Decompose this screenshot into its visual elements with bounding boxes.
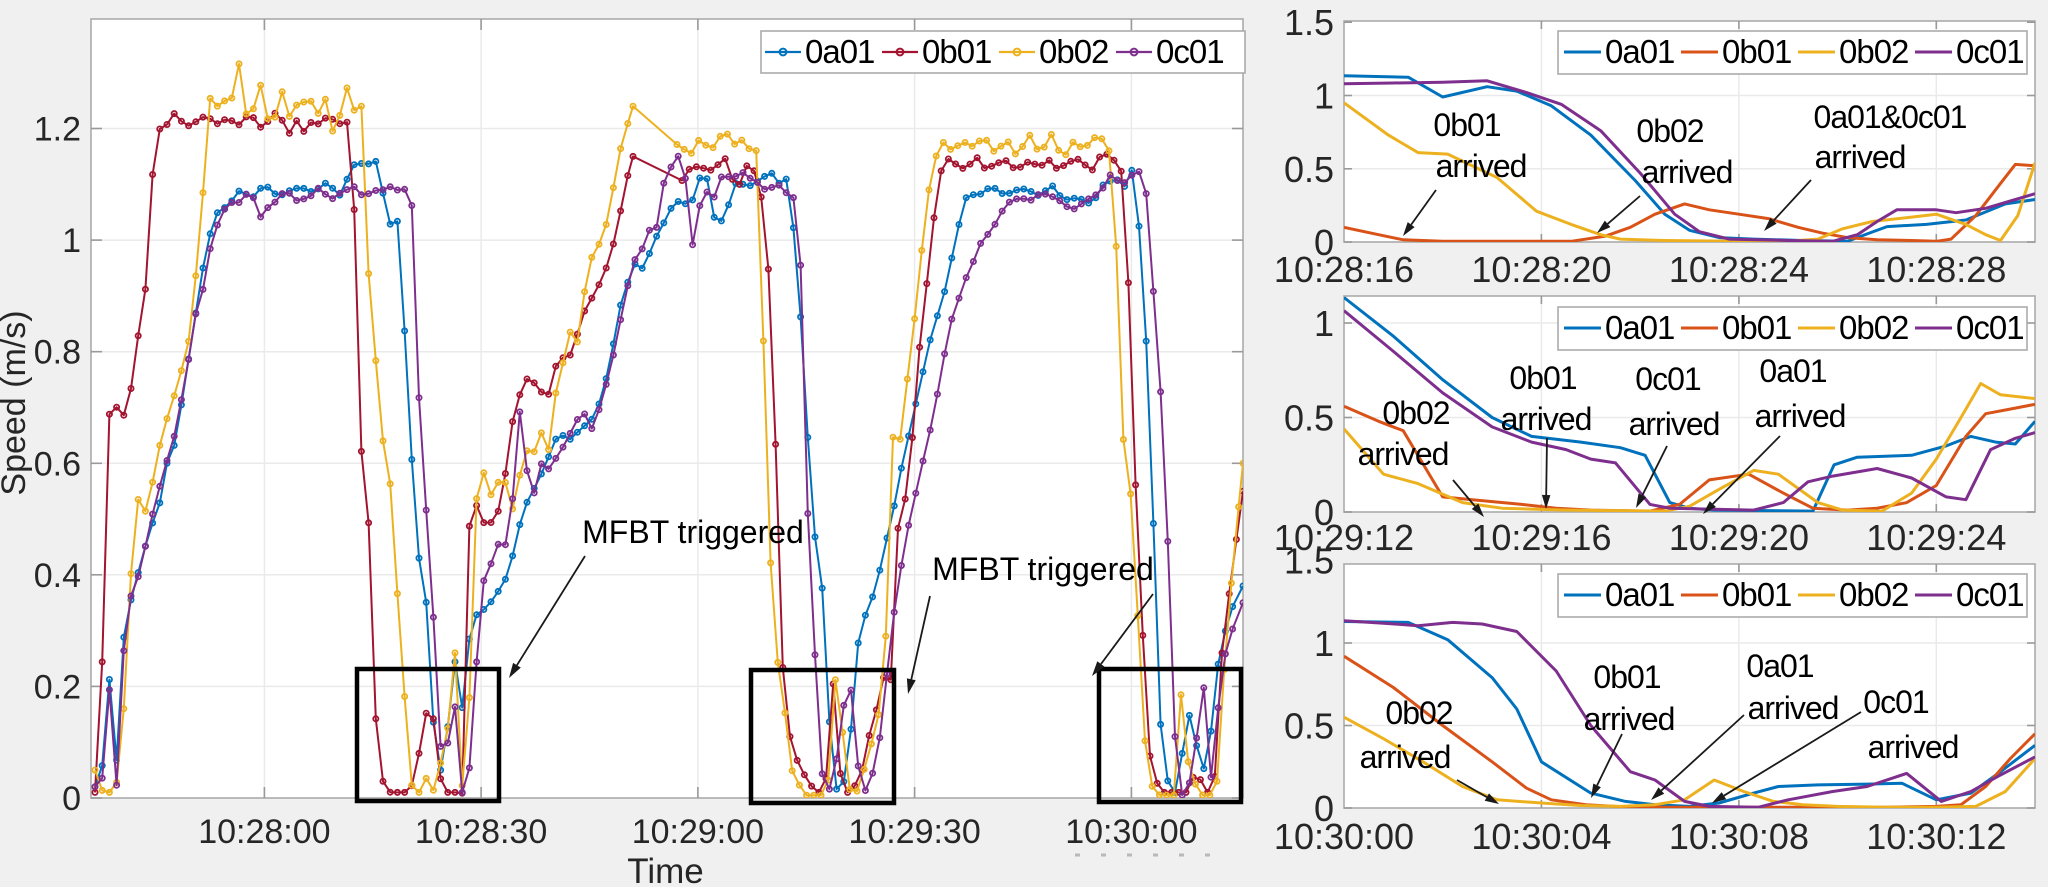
svg-text:arrived: arrived [1642, 154, 1733, 190]
svg-text:10:29:24: 10:29:24 [1866, 517, 2006, 558]
svg-text:0a01: 0a01 [1605, 33, 1674, 70]
svg-text:Time: Time [627, 852, 703, 887]
svg-text:arrived: arrived [1584, 701, 1675, 737]
svg-text:arrived: arrived [1501, 401, 1592, 437]
svg-text:10:29:16: 10:29:16 [1471, 517, 1611, 558]
svg-text:10:29:30: 10:29:30 [848, 813, 980, 851]
svg-text:0b01: 0b01 [1433, 107, 1500, 143]
svg-text:10:28:30: 10:28:30 [415, 813, 547, 851]
svg-text:10:30:12: 10:30:12 [1866, 816, 2006, 857]
svg-text:0b01: 0b01 [922, 33, 991, 70]
svg-text:10:30:00: 10:30:00 [1065, 813, 1197, 851]
svg-text:0b01: 0b01 [1593, 659, 1660, 695]
svg-text:0b01: 0b01 [1722, 33, 1791, 70]
svg-text:1.2: 1.2 [34, 111, 81, 149]
svg-text:10:30:08: 10:30:08 [1669, 816, 1809, 857]
svg-text:arrived: arrived [1748, 690, 1839, 726]
svg-text:10:28:00: 10:28:00 [198, 813, 330, 851]
svg-text:MFBT triggered: MFBT triggered [582, 514, 804, 550]
svg-text:0b02: 0b02 [1839, 309, 1908, 346]
svg-text:1.5: 1.5 [1284, 541, 1334, 582]
svg-text:10:28:24: 10:28:24 [1669, 249, 1809, 290]
svg-text:0.5: 0.5 [1284, 706, 1334, 747]
svg-text:MFBT triggered: MFBT triggered [932, 551, 1154, 587]
svg-text:0c01: 0c01 [1863, 684, 1929, 720]
svg-text:arrived: arrived [1815, 139, 1906, 175]
svg-text:arrived: arrived [1755, 398, 1846, 434]
svg-text:0.5: 0.5 [1284, 398, 1334, 439]
svg-text:0: 0 [1314, 788, 1334, 829]
svg-text:0b01: 0b01 [1722, 309, 1791, 346]
svg-text:0: 0 [62, 780, 81, 818]
svg-text:10:30:04: 10:30:04 [1471, 816, 1611, 857]
svg-text:0c01: 0c01 [1956, 33, 2024, 70]
svg-text:0b02: 0b02 [1839, 33, 1908, 70]
svg-text:0b01: 0b01 [1722, 576, 1791, 613]
svg-text:0b02: 0b02 [1636, 113, 1703, 149]
svg-text:arrived: arrived [1360, 739, 1451, 775]
svg-text:0.8: 0.8 [34, 334, 81, 372]
svg-text:0.2: 0.2 [34, 668, 81, 706]
svg-text:arrived: arrived [1436, 148, 1527, 184]
svg-text:0c01: 0c01 [1956, 576, 2024, 613]
svg-text:1: 1 [62, 222, 81, 260]
svg-text:0a01: 0a01 [1746, 648, 1813, 684]
svg-text:arrived: arrived [1629, 406, 1720, 442]
svg-text:1: 1 [1314, 76, 1334, 117]
svg-text:1: 1 [1314, 303, 1334, 344]
svg-text:0b02: 0b02 [1839, 576, 1908, 613]
svg-text:0c01: 0c01 [1956, 309, 2024, 346]
svg-text:arrived: arrived [1868, 729, 1959, 765]
svg-text:0a01: 0a01 [1605, 309, 1674, 346]
svg-text:10:29:00: 10:29:00 [632, 813, 764, 851]
svg-text:10:28:28: 10:28:28 [1866, 249, 2006, 290]
svg-text:0.5: 0.5 [1284, 149, 1334, 190]
svg-text:10:28:16: 10:28:16 [1274, 249, 1414, 290]
svg-text:0b01: 0b01 [1509, 360, 1576, 396]
svg-text:0a01: 0a01 [805, 33, 874, 70]
svg-text:10:29:20: 10:29:20 [1669, 517, 1809, 558]
svg-text:0b02: 0b02 [1382, 395, 1449, 431]
svg-text:0a01: 0a01 [1605, 576, 1674, 613]
svg-text:0.6: 0.6 [34, 445, 81, 483]
svg-text:0.4: 0.4 [34, 557, 81, 595]
svg-text:arrived: arrived [1358, 436, 1449, 472]
svg-text:10:30:00: 10:30:00 [1274, 816, 1414, 857]
svg-text:1.5: 1.5 [1284, 2, 1334, 43]
svg-text:Speed (m/s): Speed (m/s) [0, 310, 33, 495]
svg-text:1: 1 [1314, 623, 1334, 664]
svg-text:0c01: 0c01 [1635, 361, 1701, 397]
svg-text:10:28:20: 10:28:20 [1471, 249, 1611, 290]
svg-text:0b02: 0b02 [1039, 33, 1108, 70]
svg-text:0b02: 0b02 [1385, 695, 1452, 731]
svg-text:0: 0 [1314, 492, 1334, 533]
svg-text:0a01&0c01: 0a01&0c01 [1814, 99, 1967, 135]
svg-text:0: 0 [1314, 222, 1334, 263]
svg-text:10:29:12: 10:29:12 [1274, 517, 1414, 558]
svg-text:0a01: 0a01 [1759, 353, 1826, 389]
svg-text:0c01: 0c01 [1156, 33, 1224, 70]
